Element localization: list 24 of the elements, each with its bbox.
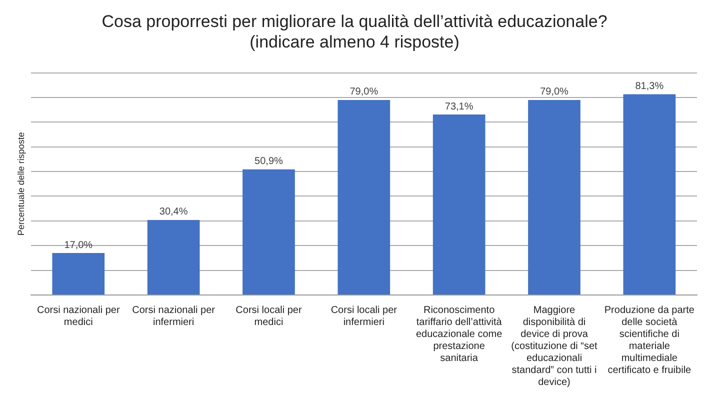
bar xyxy=(242,169,295,294)
x-tick-label: Produzione da parte delle società scientifiche di materiale multimediale certificato e fruibile xyxy=(604,304,695,376)
data-label: 17,0% xyxy=(64,240,93,251)
data-label: 30,4% xyxy=(159,206,188,218)
x-tick-label: Corsi nazionali per medici xyxy=(36,304,120,328)
x-tick-label: Corsi nazionali per infermieri xyxy=(132,304,216,328)
data-label: 79,0% xyxy=(540,86,569,98)
data-label: 73,1% xyxy=(444,101,474,112)
data-label: 50,9% xyxy=(254,156,284,168)
bar xyxy=(623,94,676,294)
x-tick-label: Riconoscimento tariffario dell’attività educazionale come prestazione sanitaria xyxy=(416,304,503,364)
bar xyxy=(147,220,200,294)
x-tick-label: Maggiore disponibilità di device di prova (costituzione di “set educazionali standard” con tutti i device) xyxy=(511,304,598,388)
y-axis-title: Percentuale delle risposte xyxy=(16,132,26,236)
bar xyxy=(52,253,105,294)
x-tick-label: Corsi locali per infermieri xyxy=(330,304,398,328)
x-tick-label: Corsi locali per medici xyxy=(236,304,302,328)
bar xyxy=(432,114,486,294)
bar xyxy=(528,100,580,294)
data-label: 81,3% xyxy=(635,81,664,92)
chart-title: Cosa proporresti per migliorare la qualità dell’attività educazionale? xyxy=(102,12,608,31)
chart-subtitle: (indicare almeno 4 risposte) xyxy=(250,32,460,52)
bar xyxy=(338,100,390,294)
data-label: 79,0% xyxy=(350,86,378,98)
